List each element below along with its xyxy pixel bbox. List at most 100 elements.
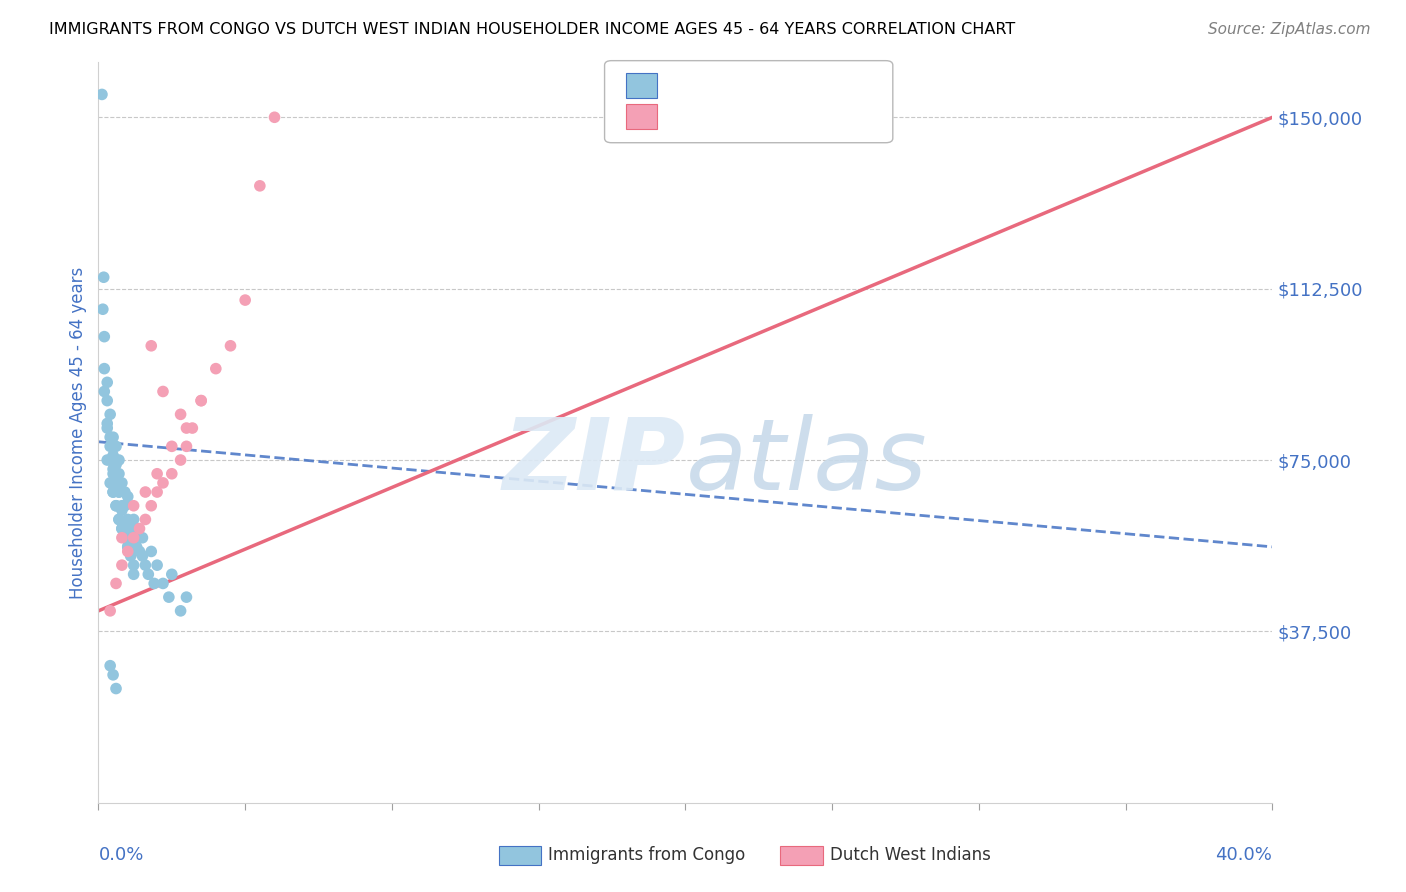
Point — [141, 499, 163, 513]
Point — [96, 376, 118, 390]
Point — [111, 522, 134, 536]
Point — [128, 544, 150, 558]
Point — [117, 540, 139, 554]
Point — [117, 544, 139, 558]
Point — [105, 499, 128, 513]
Point — [105, 499, 128, 513]
Point — [134, 558, 156, 573]
Point — [152, 475, 174, 490]
Point — [101, 462, 124, 476]
Point — [146, 467, 169, 481]
Point — [91, 87, 114, 102]
Point — [157, 590, 180, 604]
Point — [111, 503, 134, 517]
Point — [134, 512, 156, 526]
Point — [101, 439, 124, 453]
Point — [134, 485, 156, 500]
Point — [93, 329, 115, 343]
Point — [136, 567, 159, 582]
Point — [111, 531, 134, 545]
Point — [122, 531, 145, 545]
Point — [152, 384, 174, 399]
Point — [117, 512, 139, 526]
Point — [176, 421, 198, 435]
Point — [108, 512, 131, 526]
Point — [111, 522, 134, 536]
Point — [120, 544, 142, 558]
Point — [98, 430, 121, 444]
Point — [111, 475, 134, 490]
Point — [146, 558, 169, 573]
Point — [101, 430, 124, 444]
Point — [114, 485, 136, 500]
Point — [181, 421, 204, 435]
Point — [101, 449, 124, 463]
Point — [169, 604, 191, 618]
Point — [249, 178, 271, 193]
Point — [122, 558, 145, 573]
Point — [114, 522, 136, 536]
Point — [128, 522, 150, 536]
Point — [141, 339, 163, 353]
Point — [176, 439, 198, 453]
Point — [98, 475, 121, 490]
Point — [98, 408, 121, 422]
Point — [169, 453, 191, 467]
Point — [98, 658, 121, 673]
Point — [117, 531, 139, 545]
Point — [96, 417, 118, 431]
Point — [101, 485, 124, 500]
Point — [190, 393, 212, 408]
Point — [160, 467, 183, 481]
Text: R = -0.126   N = 76: R = -0.126 N = 76 — [668, 74, 845, 92]
Point — [176, 590, 198, 604]
Point — [114, 499, 136, 513]
Point — [141, 544, 163, 558]
Point — [111, 558, 134, 573]
Point — [125, 522, 148, 536]
Point — [114, 531, 136, 545]
Point — [131, 531, 153, 545]
Text: Immigrants from Congo: Immigrants from Congo — [548, 847, 745, 864]
Point — [114, 531, 136, 545]
Text: ZIP: ZIP — [502, 414, 686, 511]
Text: IMMIGRANTS FROM CONGO VS DUTCH WEST INDIAN HOUSEHOLDER INCOME AGES 45 - 64 YEARS: IMMIGRANTS FROM CONGO VS DUTCH WEST INDI… — [49, 22, 1015, 37]
Point — [108, 485, 131, 500]
Point — [122, 567, 145, 582]
Point — [233, 293, 256, 307]
Point — [105, 681, 128, 696]
Text: Source: ZipAtlas.com: Source: ZipAtlas.com — [1208, 22, 1371, 37]
Point — [105, 467, 128, 481]
Point — [96, 421, 118, 435]
Point — [120, 522, 142, 536]
Point — [96, 393, 118, 408]
Point — [105, 439, 128, 453]
Point — [122, 531, 145, 545]
Point — [146, 485, 169, 500]
Point — [263, 110, 285, 124]
Point — [205, 361, 228, 376]
Point — [105, 458, 128, 472]
Text: R =  0.556   N = 30: R = 0.556 N = 30 — [668, 107, 844, 125]
Point — [108, 453, 131, 467]
Point — [131, 549, 153, 563]
Point — [160, 439, 183, 453]
Point — [122, 499, 145, 513]
Point — [98, 453, 121, 467]
Point — [96, 453, 118, 467]
Y-axis label: Householder Income Ages 45 - 64 years: Householder Income Ages 45 - 64 years — [69, 267, 87, 599]
Point — [101, 467, 124, 481]
Point — [125, 540, 148, 554]
Point — [143, 576, 166, 591]
Point — [93, 270, 115, 285]
Point — [152, 576, 174, 591]
Point — [120, 549, 142, 563]
Point — [101, 668, 124, 682]
Point — [160, 567, 183, 582]
Point — [98, 604, 121, 618]
Point — [219, 339, 242, 353]
Text: 40.0%: 40.0% — [1216, 846, 1272, 863]
Point — [117, 490, 139, 504]
Point — [190, 393, 212, 408]
Point — [117, 540, 139, 554]
